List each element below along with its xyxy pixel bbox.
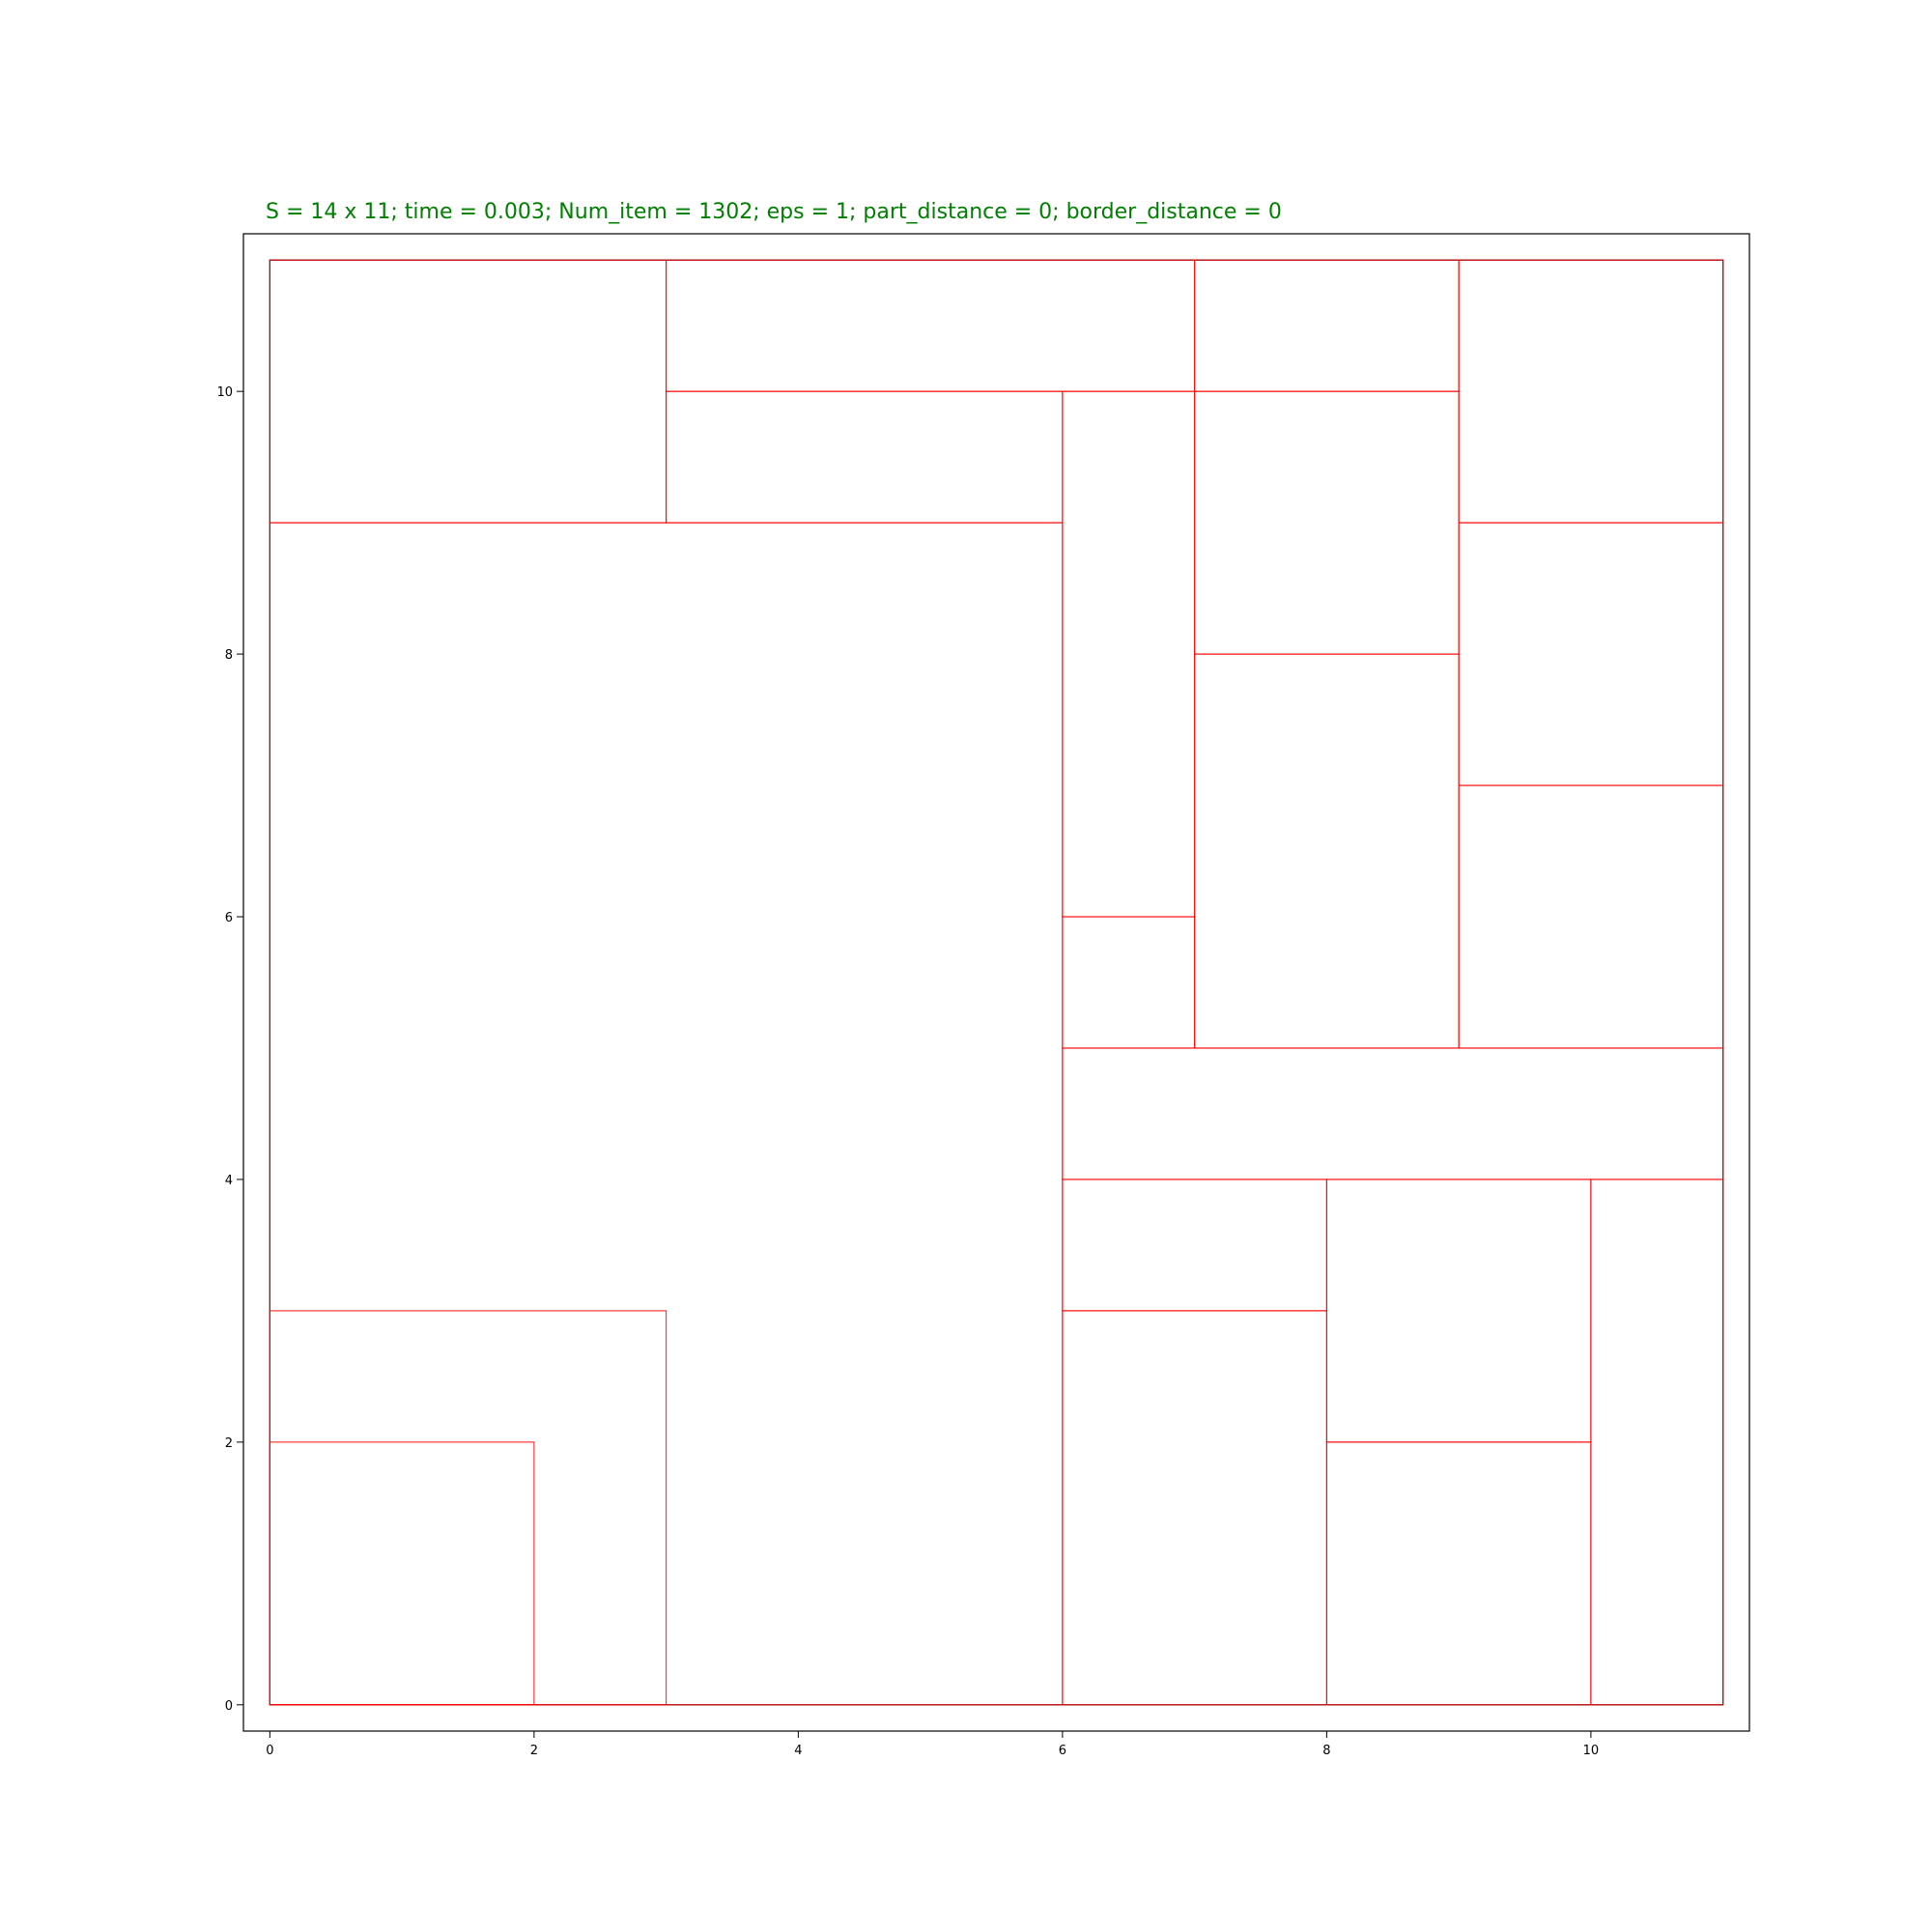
x-tick-label: 0 [266, 1744, 273, 1758]
y-tick-label: 0 [225, 1699, 233, 1714]
rectangles-layer [269, 259, 1724, 1706]
y-tick-label: 2 [225, 1436, 233, 1451]
packed-rectangle-20 [1590, 1179, 1724, 1706]
x-axis-ticks: 0 2 4 6 8 10 [266, 1731, 1599, 1758]
y-tick-label: 10 [216, 385, 233, 400]
x-tick-label: 2 [530, 1744, 538, 1758]
x-tick-label: 8 [1322, 1744, 1330, 1758]
y-tick-label: 4 [225, 1174, 233, 1188]
y-axis-ticks: 0 2 4 6 8 10 [216, 385, 243, 1714]
y-tick-label: 8 [225, 648, 233, 663]
y-tick-label: 6 [225, 911, 233, 925]
axes-frame [242, 233, 1750, 1732]
x-tick-label: 6 [1059, 1744, 1066, 1758]
x-tick-label: 4 [794, 1744, 802, 1758]
x-tick-label: 10 [1583, 1744, 1600, 1758]
chart-title: S = 14 x 11; time = 0.003; Num_item = 13… [266, 200, 1282, 224]
